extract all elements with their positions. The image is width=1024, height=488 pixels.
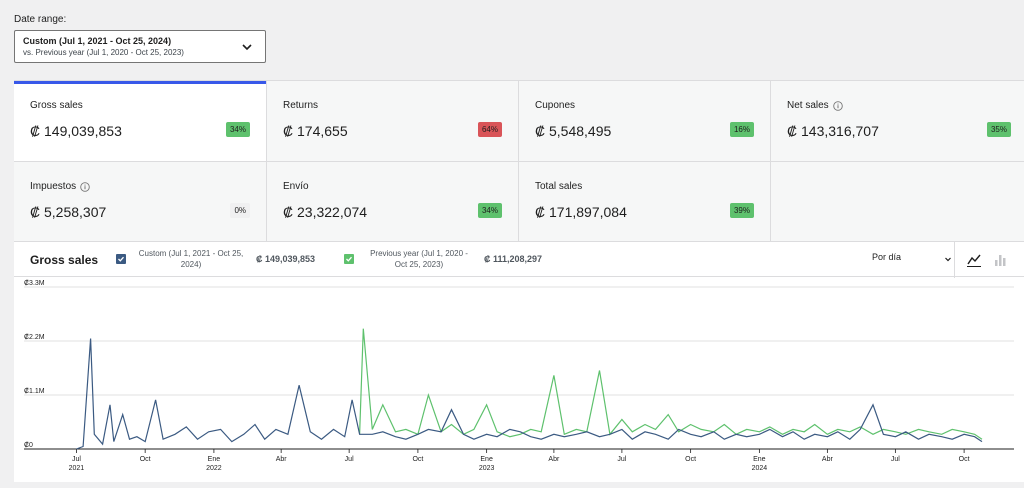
legend-item-previous[interactable]: Previous year (Jul 1, 2020 - Oct 25, 202…: [344, 248, 542, 270]
bar-chart-icon[interactable]: [992, 252, 1008, 268]
card-label: Impuestos: [30, 181, 90, 192]
x-tick-label: Ene: [480, 456, 493, 463]
legend-total: ₡ 149,039,853: [256, 254, 316, 264]
card-label: Returns: [283, 100, 319, 111]
change-badge: 0%: [230, 203, 250, 218]
y-tick-label: ₡0: [24, 441, 33, 449]
x-tick-label: Oct: [412, 456, 423, 463]
card-impuestos[interactable]: Impuestos ₡ 5,258,307 0%: [14, 162, 266, 242]
change-badge: 64%: [477, 122, 502, 137]
y-tick-label: ₡1.1M: [24, 387, 45, 395]
card-total-sales[interactable]: Total sales ₡ 171,897,084 39%: [519, 162, 770, 242]
card-empty: [771, 162, 1024, 242]
card-label: Cupones: [535, 100, 576, 111]
line-chart-icon[interactable]: [966, 252, 982, 268]
change-badge: 34%: [477, 203, 502, 218]
change-badge: 35%: [986, 122, 1011, 137]
x-tick-label: Oct: [140, 456, 151, 463]
summary-cards: Gross sales ₡ 149,039,853 34% Returns ₡ …: [14, 81, 1024, 242]
legend-label: Custom (Jul 1, 2021 - Oct 25, 2024): [138, 249, 244, 269]
chart-area: ₡3.3M ₡2.2M ₡1.1M ₡0 Jul 2021 Oct Ene 2022 Abr Jul…: [14, 277, 1024, 483]
info-icon[interactable]: [80, 181, 90, 192]
x-tick-sublabel: 2024: [752, 465, 768, 472]
series-line-current: [76, 338, 983, 450]
card-value: ₡ 5,258,307: [30, 204, 107, 220]
card-envio[interactable]: Envío ₡ 23,322,074 34%: [267, 162, 518, 242]
x-tick-label: Abr: [276, 456, 288, 463]
y-tick-label: ₡2.2M: [24, 333, 45, 341]
card-label: Gross sales: [30, 100, 83, 111]
check-icon: [344, 254, 354, 264]
legend-total: ₡ 111,208,297: [484, 254, 543, 264]
divider: [954, 242, 955, 278]
x-tick-sublabel: 2023: [479, 465, 495, 472]
card-returns[interactable]: Returns ₡ 174,655 64%: [267, 81, 518, 161]
x-tick-label: Abr: [548, 456, 560, 463]
card-value: ₡ 171,897,084: [535, 204, 627, 220]
x-tick-label: Oct: [959, 456, 970, 463]
x-tick-label: Jul: [72, 456, 81, 463]
card-label: Envío: [283, 181, 309, 192]
date-range-primary: Custom (Jul 1, 2021 - Oct 25, 2024): [23, 36, 172, 46]
y-tick-label: ₡3.3M: [24, 279, 45, 287]
x-tick-sublabel: 2022: [206, 465, 222, 472]
card-cupones[interactable]: Cupones ₡ 5,548,495 16%: [519, 81, 770, 161]
x-tick-label: Jul: [891, 456, 900, 463]
x-tick-label: Ene: [753, 456, 766, 463]
chart-title: Gross sales: [30, 253, 99, 267]
x-tick-sublabel: 2021: [69, 465, 85, 472]
change-badge: 16%: [729, 122, 754, 137]
card-net-sales[interactable]: Net sales ₡ 143,316,707 35%: [771, 81, 1024, 161]
card-value: ₡ 149,039,853: [30, 123, 122, 139]
x-tick-label: Oct: [685, 456, 696, 463]
card-value: ₡ 23,322,074: [283, 204, 368, 220]
interval-value: Por día: [872, 252, 902, 262]
card-value: ₡ 143,316,707: [787, 123, 879, 139]
change-badge: 34%: [225, 122, 250, 137]
chevron-down-icon: [242, 44, 252, 51]
series-line-previous: [359, 328, 983, 440]
x-tick-label: Jul: [617, 456, 626, 463]
check-icon: [116, 254, 126, 264]
date-range-select[interactable]: Custom (Jul 1, 2021 - Oct 25, 2024) vs. …: [14, 30, 266, 63]
card-label: Net sales: [787, 100, 843, 111]
date-range-label: Date range:: [14, 14, 67, 25]
card-value: ₡ 174,655: [283, 123, 348, 139]
info-icon[interactable]: [832, 100, 843, 111]
card-label: Total sales: [535, 181, 583, 192]
date-range-secondary: vs. Previous year (Jul 1, 2020 - Oct 25,…: [23, 48, 184, 57]
x-tick-label: Ene: [208, 456, 221, 463]
gross-sales-chart: ₡3.3M ₡2.2M ₡1.1M ₡0 Jul 2021 Oct Ene 2022 Abr Jul…: [24, 279, 1014, 472]
x-tick-label: Abr: [822, 456, 834, 463]
legend-label: Previous year (Jul 1, 2020 - Oct 25, 202…: [370, 249, 468, 269]
change-badge: 39%: [729, 203, 754, 218]
legend-item-current[interactable]: Custom (Jul 1, 2021 - Oct 25, 2024) ₡ 14…: [116, 248, 315, 270]
x-tick-label: Jul: [345, 456, 354, 463]
chevron-down-icon: [945, 257, 951, 262]
interval-select[interactable]: Por día: [872, 252, 956, 262]
report-panel: Gross sales ₡ 149,039,853 34% Returns ₡ …: [14, 80, 1024, 482]
card-gross-sales[interactable]: Gross sales ₡ 149,039,853 34%: [14, 81, 266, 161]
chart-header: Gross sales Custom (Jul 1, 2021 - Oct 25…: [14, 241, 1024, 278]
card-value: ₡ 5,548,495: [535, 123, 612, 139]
